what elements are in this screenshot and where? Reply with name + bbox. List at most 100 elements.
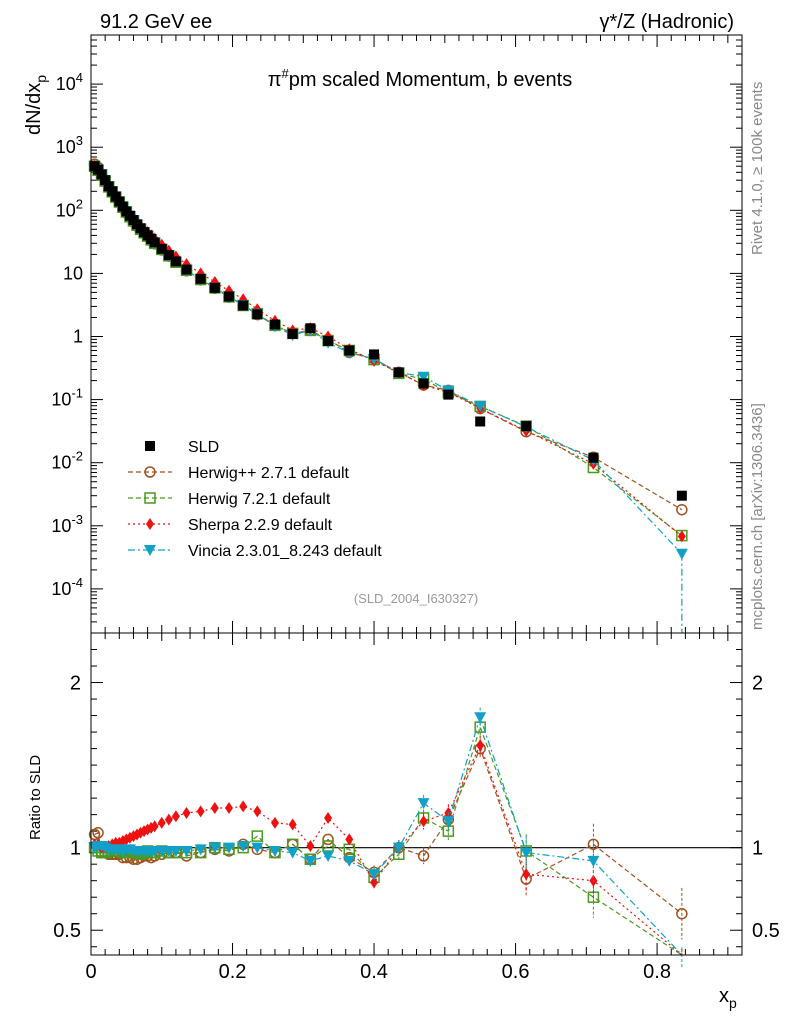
data-point — [417, 371, 430, 383]
ratio-point — [522, 868, 531, 881]
y-tick-label: 10 — [63, 263, 83, 283]
data-point — [156, 243, 167, 254]
ratio-y-tick-label: 1 — [70, 838, 81, 860]
rivet-version-label: Rivet 4.1.0, ≥ 100k events — [749, 82, 766, 255]
y-tick-label: 104 — [56, 70, 83, 94]
ratio-point — [306, 840, 315, 853]
y-tick-label: 102 — [56, 196, 83, 220]
ratio-point — [474, 712, 487, 724]
ratio-y-tick-label: 0.5 — [752, 920, 780, 942]
ratio-point — [222, 842, 235, 854]
data-point — [676, 503, 688, 516]
y-tick-label: 10-3 — [51, 512, 83, 536]
ratio-panel-frame — [90, 632, 743, 956]
data-point — [195, 273, 206, 284]
ratio-point — [169, 845, 182, 857]
y-tick-label: 10-2 — [51, 449, 83, 473]
energy-label: 91.2 GeV ee — [100, 11, 212, 33]
ratio-point — [370, 876, 379, 889]
ratio-point — [324, 811, 333, 824]
data-point — [163, 250, 174, 261]
data-point — [521, 421, 532, 432]
ratio-point — [171, 810, 180, 823]
data-point — [181, 264, 192, 275]
ratio-point — [196, 805, 205, 818]
ratio-point — [194, 844, 207, 856]
ratio-y-tick-label: 1 — [752, 838, 763, 860]
ratio-point — [253, 805, 262, 818]
ratio-y-tick-label: 2 — [70, 673, 81, 695]
ratio-point — [343, 855, 356, 867]
legend-marker — [144, 545, 156, 556]
ratio-point — [208, 842, 221, 854]
ratio-point — [368, 869, 381, 881]
legend-label: Herwig++ 2.7.1 default — [188, 465, 350, 482]
ratio-point — [419, 815, 428, 828]
ratio-series-line — [94, 715, 683, 956]
ratio-y-tick-label: 0.5 — [53, 920, 81, 942]
data-point — [223, 291, 234, 302]
legend-label: Sherpa 2.2.9 default — [188, 517, 333, 534]
ratio-point — [237, 841, 250, 853]
y-tick-label: 103 — [56, 133, 83, 157]
ratio-series-vincia-2-3-01-8-243-default — [88, 707, 683, 968]
ratio-point — [251, 830, 264, 842]
ratio-point — [268, 845, 281, 857]
data-point — [252, 309, 263, 320]
data-point — [107, 186, 118, 197]
data-point — [475, 416, 486, 427]
ratio-point — [92, 827, 104, 839]
data-point — [170, 256, 181, 267]
ratio-point — [417, 850, 430, 862]
legend-label: SLD — [188, 439, 219, 456]
data-point — [418, 378, 429, 389]
ratio-point — [224, 802, 233, 815]
ratio-point — [157, 816, 166, 829]
ratio-point — [239, 800, 248, 813]
ratio-point — [270, 816, 279, 829]
data-point — [369, 349, 380, 360]
y-tick-label: 10-4 — [51, 575, 83, 599]
data-point — [676, 490, 687, 501]
data-point — [100, 175, 111, 186]
ratio-y-axis-label: Ratio to SLD — [27, 755, 44, 840]
data-point — [96, 169, 107, 180]
x-tick-label: 0.4 — [360, 961, 388, 983]
legend: SLD Herwig++ 2.7.1 default Herwig 7.2.1 de… — [128, 439, 382, 560]
data-point — [588, 452, 599, 463]
ratio-point — [587, 855, 600, 867]
data-point — [149, 237, 160, 248]
data-point — [269, 319, 280, 330]
ratio-point — [520, 847, 533, 859]
ratio-point — [180, 845, 193, 857]
legend-marker — [144, 492, 156, 504]
mcplots-reference-label: mcplots.cern.ch [arXiv:1306.3436] — [749, 403, 766, 630]
ratio-point — [417, 798, 430, 810]
ratio-point — [164, 813, 173, 826]
analysis-watermark: (SLD_2004_I630327) — [354, 591, 478, 606]
ratio-point — [288, 818, 297, 831]
ratio-point — [322, 850, 335, 862]
legend-marker — [146, 518, 154, 530]
y-tick-label: 1 — [73, 326, 83, 346]
x-tick-label: 0 — [85, 961, 96, 983]
ratio-point — [182, 806, 191, 819]
data-point — [287, 328, 298, 339]
data-point — [677, 530, 686, 543]
ratio-y-tick-label: 2 — [752, 673, 763, 695]
x-tick-label: 0.2 — [219, 961, 247, 983]
main-panel: 10-4 10-3 10-2 10-1 1 10 102 103 104 π#pm scaled… — [23, 34, 743, 955]
x-tick-label: 0.8 — [643, 961, 671, 983]
legend-marker — [145, 441, 155, 451]
data-point — [305, 323, 316, 334]
legend-label: Herwig 7.2.1 default — [188, 491, 331, 508]
ratio-point — [251, 842, 264, 854]
ratio-point — [322, 833, 334, 846]
y-tick-label: 10-1 — [51, 386, 83, 410]
data-point — [344, 345, 355, 356]
ratio-point — [304, 855, 317, 867]
data-point — [323, 335, 334, 346]
plot-title: π#pm scaled Momentum, b events — [268, 66, 573, 91]
